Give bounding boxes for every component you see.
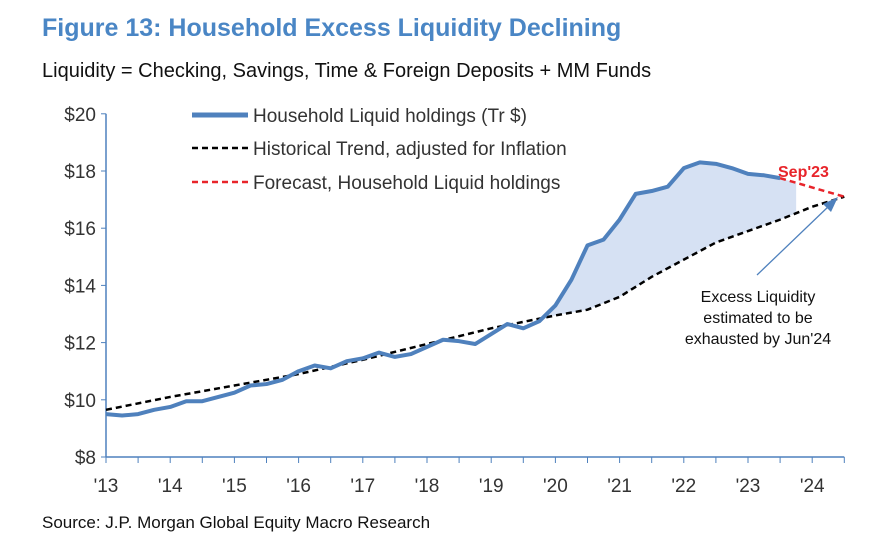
y-tick-label: $20 xyxy=(64,105,96,126)
arrow-line xyxy=(756,204,831,276)
excess-liquidity-note: estimated to be xyxy=(703,310,813,327)
chart-title: Figure 13: Household Excess Liquidity De… xyxy=(42,14,622,42)
legend-label: Household Liquid holdings (Tr $) xyxy=(253,106,527,127)
x-tick-label: '19 xyxy=(479,476,504,497)
legend-label: Historical Trend, adjusted for Inflation xyxy=(253,139,567,160)
x-tick-label: '18 xyxy=(415,476,440,497)
x-tick-label: '17 xyxy=(350,476,375,497)
x-tick-label: '21 xyxy=(607,476,632,497)
excess-liquidity-note: exhausted by Jun'24 xyxy=(685,331,831,348)
trend-line xyxy=(105,195,845,412)
y-tick-label: $16 xyxy=(64,219,96,240)
x-tick-label: '14 xyxy=(158,476,183,497)
source-note: Source: J.P. Morgan Global Equity Macro … xyxy=(42,513,431,532)
x-tick-label: '16 xyxy=(286,476,311,497)
household-line xyxy=(105,160,781,418)
legend-label: Forecast, Household Liquid holdings xyxy=(253,173,560,194)
y-tick-label: $18 xyxy=(64,162,96,183)
forecast-line xyxy=(779,176,845,198)
excess-liquidity-note: Excess Liquidity xyxy=(701,289,816,306)
x-tick-label: '13 xyxy=(94,476,119,497)
x-tick-label: '22 xyxy=(671,476,696,497)
x-tick-label: '23 xyxy=(736,476,761,497)
y-tick-label: $10 xyxy=(64,391,96,412)
excess-liquidity-shading xyxy=(539,162,797,322)
y-tick-label: $12 xyxy=(64,334,96,355)
chart-subtitle: Liquidity = Checking, Savings, Time & Fo… xyxy=(42,60,652,82)
x-tick-label: '20 xyxy=(543,476,568,497)
sep23-label: Sep'23 xyxy=(778,164,829,181)
y-tick-label: $8 xyxy=(75,448,96,469)
x-tick-label: '24 xyxy=(800,476,825,497)
x-tick-label: '15 xyxy=(222,476,247,497)
y-tick-label: $14 xyxy=(64,276,96,297)
arrow-head-icon xyxy=(823,197,838,212)
